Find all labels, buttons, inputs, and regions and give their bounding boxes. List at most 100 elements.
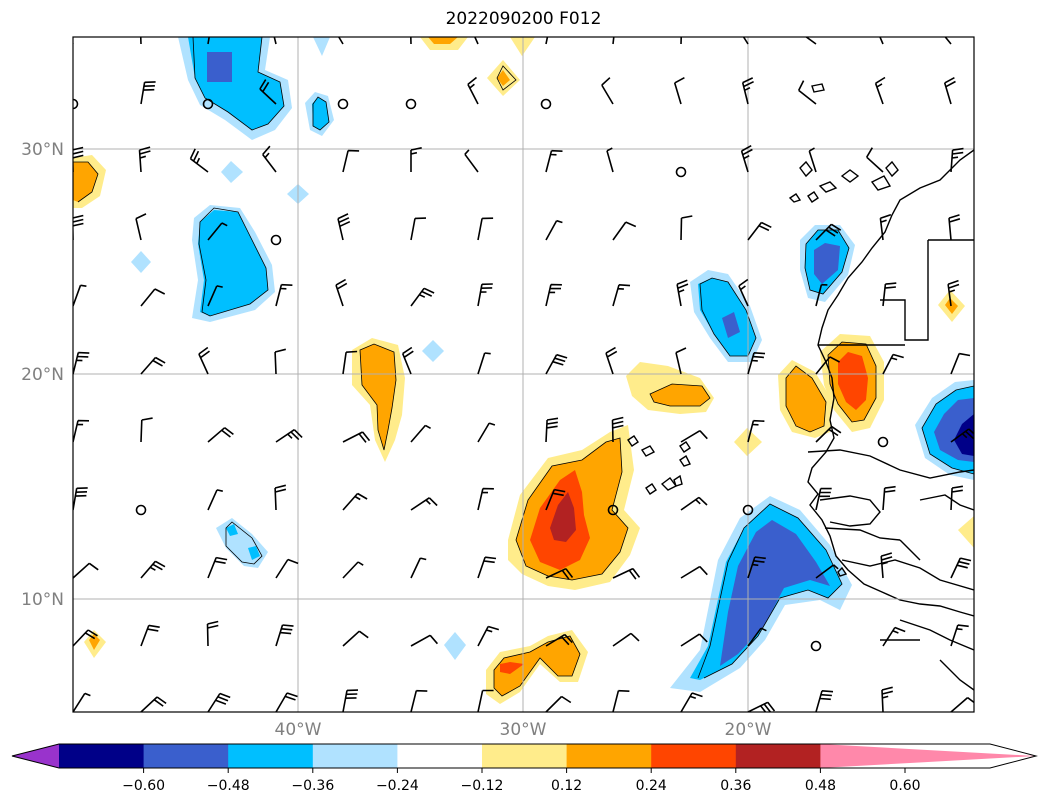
wind-barb: [950, 485, 964, 511]
wind-barb: [477, 689, 494, 712]
wind-barb: [73, 692, 91, 712]
wind-barb: [275, 429, 303, 443]
wind-barb: [73, 629, 98, 647]
wind-barb: [742, 37, 749, 45]
wind-barb: [815, 425, 842, 443]
wind-barb: [342, 350, 358, 375]
wind-barb: [747, 627, 767, 647]
blob-warm-spot2: [945, 298, 958, 314]
blob-blue-top: [207, 52, 232, 82]
colorbar-cell: [651, 744, 737, 768]
wind-barb: [275, 692, 298, 712]
wind-barb: [747, 556, 766, 579]
blob-blue-dot: [422, 340, 444, 362]
colorbar-tick-label: −0.36: [291, 778, 334, 794]
wind-barb: [342, 149, 360, 173]
colorbar-tick-label: 0.60: [889, 778, 920, 794]
lat-label-30n: 30°N: [21, 140, 64, 160]
wind-barb: [680, 692, 703, 712]
colorbar-tick-label: −0.24: [376, 778, 419, 794]
wind-barb: [410, 689, 428, 712]
wind-barb: [950, 696, 974, 712]
wind-barb: [612, 632, 640, 647]
blob-warm-south: [494, 636, 580, 696]
wind-barb: [410, 634, 439, 647]
wind-barb: [881, 686, 893, 712]
colorbar-tick-label: −0.60: [122, 778, 165, 794]
wind-barb: [477, 487, 494, 511]
lon-label-20w: 20°W: [725, 720, 772, 740]
blob-blue-dot: [221, 161, 243, 183]
blob-blue-diag: [248, 546, 260, 560]
colorbar-tick-label: −0.12: [461, 778, 504, 794]
wind-barb: [950, 147, 964, 173]
wind-barb: [473, 37, 479, 45]
wind-barb: [545, 567, 574, 580]
wind-barb: [477, 352, 491, 375]
wind-barb: [545, 417, 559, 443]
wind-barb: [879, 213, 892, 241]
wind-barb: [815, 356, 840, 375]
wind-barb: [943, 76, 956, 105]
wind-barb: [477, 625, 500, 647]
wind-barb: [140, 417, 153, 443]
wind-barb: [950, 352, 971, 375]
wind-barb: [747, 419, 765, 443]
wind-barb: [611, 416, 624, 443]
wind-barb: [207, 556, 228, 579]
colorbar-cell: [312, 744, 398, 768]
wind-barb: [680, 37, 683, 45]
colorbar-ticks: −0.60 −0.48 −0.36 −0.24 −0.12 0.12 0.24 0.36 0.4…: [122, 768, 921, 794]
wind-barb: [815, 564, 839, 579]
calm-wind-circle: [742, 504, 754, 516]
wind-barb: [73, 146, 84, 172]
wind-barb: [73, 419, 90, 443]
calm-wind-circle: [135, 504, 147, 516]
blob-warm-dot: [497, 70, 510, 86]
wind-barb: [140, 696, 167, 712]
colorbar-tick-label: 0.24: [636, 778, 667, 794]
wind-barb: [545, 149, 563, 173]
wind-barb: [138, 146, 151, 173]
map-area: [73, 37, 974, 712]
wind-barb: [477, 556, 497, 579]
blob-warm-center: [650, 384, 710, 406]
wind-barb: [259, 79, 277, 105]
wind-barb: [73, 214, 84, 240]
lon-label-30w: 30°W: [500, 720, 547, 740]
wind-barb: [545, 488, 566, 511]
wind-barb: [73, 351, 90, 375]
wind-barb: [274, 484, 287, 511]
blob-warm-spot: [89, 634, 100, 650]
wind-barb: [680, 430, 708, 443]
wind-barb: [797, 80, 817, 105]
wind-barb: [747, 221, 772, 241]
blob-warm-cv: [786, 366, 826, 432]
wind-barb: [342, 630, 369, 647]
wind-barb: [882, 353, 904, 375]
wind-barb: [206, 620, 219, 647]
wind-barb: [606, 147, 614, 173]
wind-barb: [815, 690, 834, 712]
wind-barb: [866, 147, 884, 173]
wind-barb: [262, 145, 277, 173]
calm-wind-circle: [877, 436, 889, 448]
colorbar-cell: [397, 744, 483, 768]
wind-barb: [207, 427, 234, 443]
colorbar-tick-label: 0.36: [720, 778, 751, 794]
calm-wind-circle: [73, 98, 79, 110]
blob-blue-small: [313, 37, 330, 56]
wind-barb: [944, 37, 952, 45]
positive-contours: [73, 37, 974, 704]
wind-barb: [467, 76, 479, 105]
wind-barb: [410, 217, 427, 241]
wind-barb: [410, 424, 431, 443]
wind-barb: [477, 217, 494, 241]
wind-barb: [207, 489, 223, 511]
wind-barb: [73, 487, 88, 511]
wind-barb: [140, 560, 166, 579]
wind-barb: [948, 214, 961, 241]
wind-barb: [545, 219, 563, 241]
wind-barb: [275, 558, 299, 579]
calm-wind-circle: [607, 504, 619, 516]
